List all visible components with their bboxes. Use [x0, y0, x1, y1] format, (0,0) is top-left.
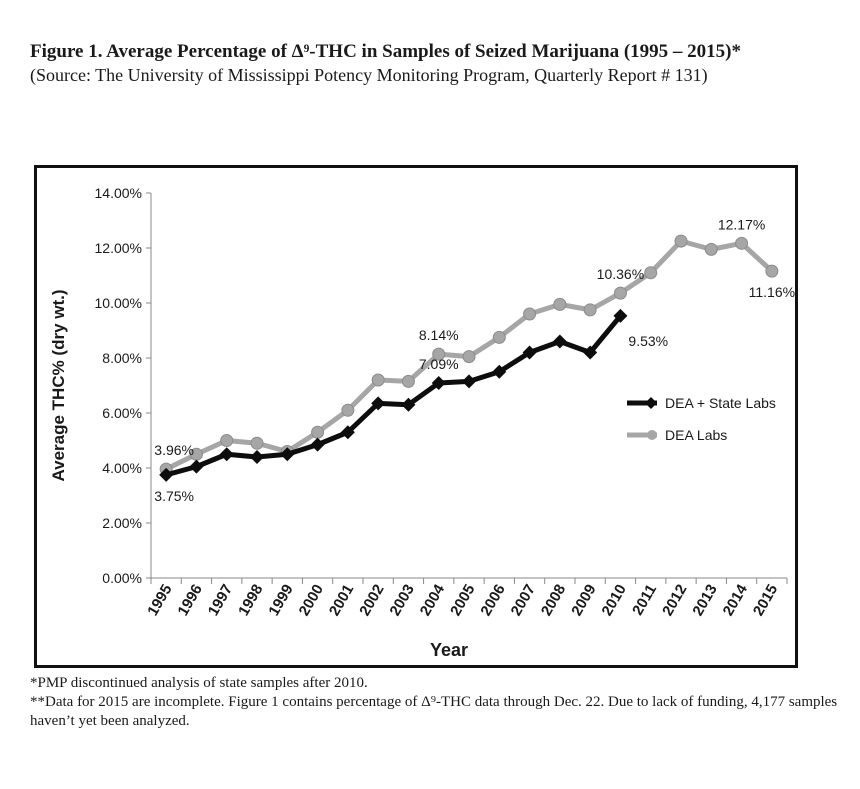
point-dea [553, 297, 567, 311]
legend-marker [647, 430, 657, 440]
figure-source: (Source: The University of Mississippi P… [30, 65, 708, 85]
x-tick-label: 1998 [235, 582, 266, 619]
series-line-dea-state [165, 314, 623, 478]
y-tick-label: 12.00% [95, 240, 142, 256]
footnotes: *PMP discontinued analysis of state samp… [30, 674, 840, 731]
point-dea [765, 264, 779, 278]
y-tick-label: 0.00% [102, 570, 142, 586]
x-tick-label: 2000 [296, 582, 327, 619]
y-tick-label: 2.00% [102, 515, 142, 531]
point-dea-state [552, 334, 567, 349]
data-label: 9.53% [628, 333, 668, 349]
point-dea-state [371, 396, 386, 411]
x-tick-label: 1995 [144, 582, 175, 619]
footnote-1: *PMP discontinued analysis of state samp… [30, 675, 368, 691]
data-label: 3.96% [154, 442, 194, 458]
point-dea [704, 242, 718, 256]
y-tick-label: 10.00% [95, 295, 142, 311]
data-label: 10.36% [597, 266, 644, 282]
x-tick-label: 2010 [598, 582, 629, 619]
point-dea [432, 347, 446, 361]
point-dea [735, 236, 749, 250]
point-dea-state [401, 397, 416, 412]
y-axis-title: Average THC% (dry wt.) [49, 289, 68, 481]
point-dea-state [340, 425, 355, 440]
x-tick-label: 2007 [508, 582, 539, 619]
point-dea [583, 303, 597, 317]
point-dea-state [310, 437, 325, 452]
point-dea [674, 234, 688, 248]
x-tick-label: 2009 [568, 582, 599, 619]
x-tick-label: 2003 [386, 582, 417, 619]
data-label: 3.75% [154, 488, 194, 504]
x-tick-label: 2011 [629, 582, 660, 619]
x-tick-label: 2014 [720, 581, 752, 619]
x-tick-label: 2004 [417, 581, 449, 619]
point-dea-state [219, 447, 234, 462]
x-tick-label: 2005 [447, 582, 478, 619]
point-dea-state [280, 447, 295, 462]
point-dea [462, 350, 476, 364]
point-dea [613, 286, 627, 300]
point-dea [492, 330, 506, 344]
x-tick-label: 2008 [538, 582, 569, 619]
point-dea-state [431, 376, 446, 391]
data-label: 8.14% [419, 327, 459, 343]
x-tick-label: 2013 [689, 582, 720, 619]
point-dea [311, 425, 325, 439]
point-dea-state [462, 374, 476, 389]
point-dea [523, 307, 537, 321]
x-tick-label: 1996 [174, 582, 205, 619]
legend-label: DEA Labs [665, 427, 727, 443]
x-tick-label: 2002 [356, 582, 387, 619]
x-tick-label: 2006 [477, 582, 508, 619]
data-label: 11.16% [749, 284, 795, 300]
x-tick-label: 2012 [659, 582, 690, 619]
point-dea [401, 374, 415, 388]
point-dea [220, 434, 234, 447]
thc-line-chart: 0.00% 2.00% 4.00% 6.00% 8.00% 10.00% 12.00% 14.… [49, 185, 795, 660]
point-dea [644, 266, 658, 280]
point-dea-state [250, 450, 264, 464]
y-tick-label: 8.00% [102, 350, 142, 366]
legend-marker [645, 397, 657, 409]
y-tick-label: 14.00% [95, 185, 142, 201]
data-label: 7.09% [419, 356, 459, 372]
chart-frame: 0.00% 2.00% 4.00% 6.00% 8.00% 10.00% 12.00% 14.… [34, 165, 798, 668]
point-dea [371, 373, 385, 387]
point-dea-state [492, 364, 507, 379]
point-dea-state [522, 345, 537, 360]
x-tick-label: 2001 [326, 582, 357, 619]
data-label: 12.17% [718, 216, 765, 232]
figure-header: Figure 1. Average Percentage of Δ⁹-THC i… [30, 40, 830, 87]
y-tick-label: 4.00% [102, 460, 142, 476]
point-dea [341, 403, 355, 417]
x-axis-title: Year [430, 640, 468, 660]
point-dea-state [159, 467, 174, 482]
y-tick-label: 6.00% [102, 405, 142, 421]
point-dea-state [613, 308, 628, 323]
x-tick-label: 1999 [265, 582, 296, 619]
point-dea-state [189, 459, 204, 474]
x-tick-label: 2015 [750, 582, 781, 619]
figure-title: Figure 1. Average Percentage of Δ⁹-THC i… [30, 41, 742, 62]
x-tick-label: 1997 [205, 582, 236, 619]
point-dea [250, 436, 264, 450]
legend-label: DEA + State Labs [665, 395, 776, 411]
point-dea-state [583, 345, 598, 360]
footnote-2: **Data for 2015 are incomplete. Figure 1… [30, 694, 838, 729]
